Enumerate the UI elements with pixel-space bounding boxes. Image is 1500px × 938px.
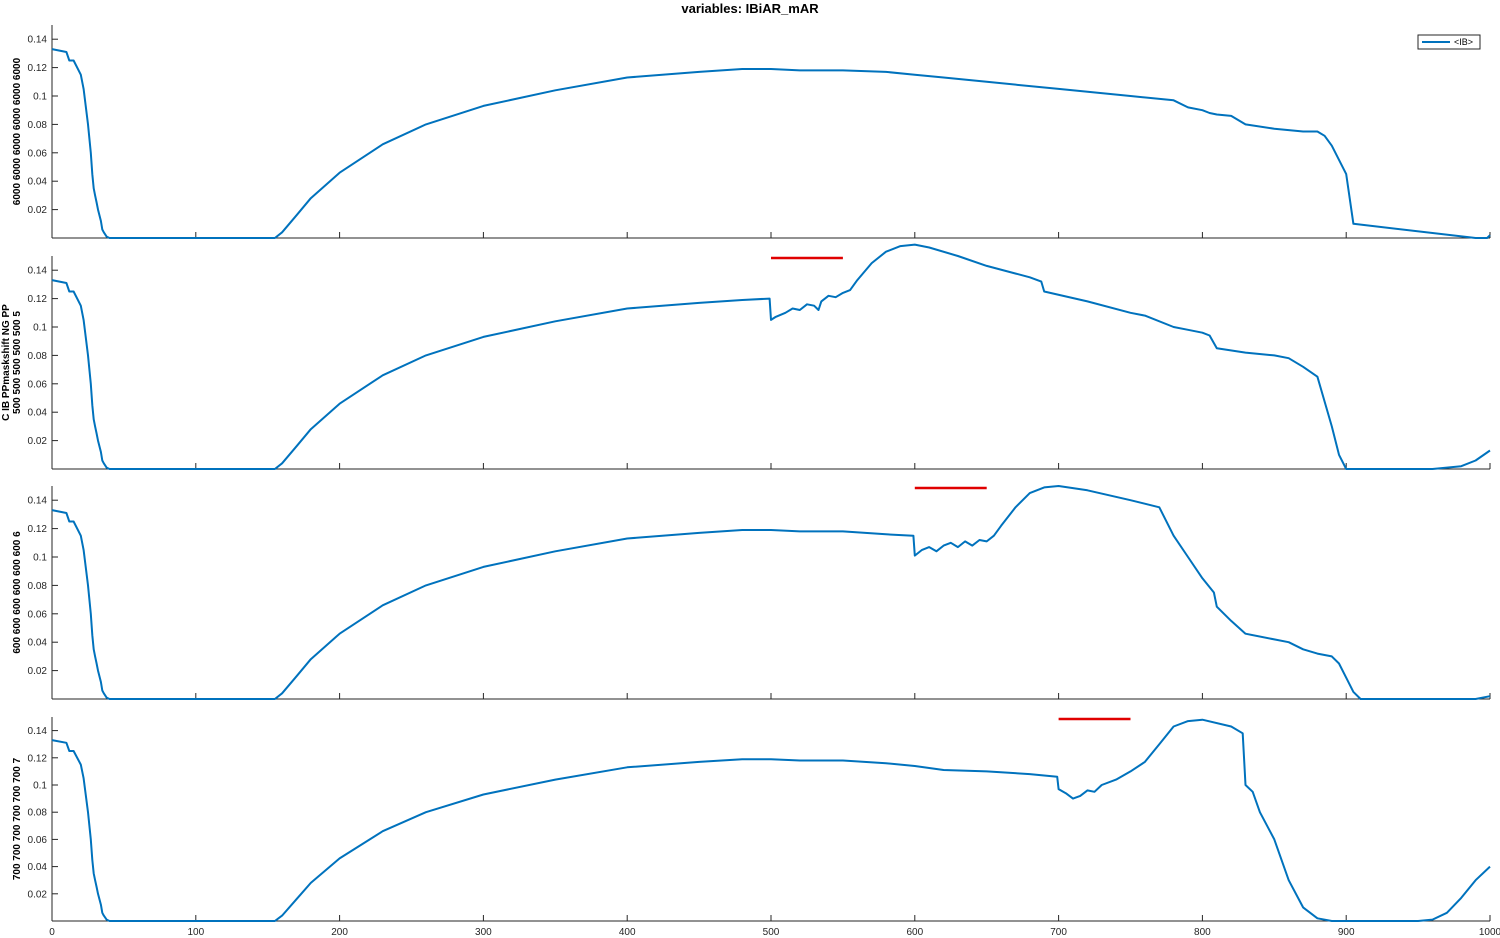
- y-tick-label: 0.08: [28, 808, 48, 819]
- y-axis-label: 700 700 700 700 700 700 7: [12, 757, 23, 880]
- x-tick-label: 700: [1050, 927, 1067, 938]
- x-tick-label: 0: [49, 927, 55, 938]
- y-tick-label: 0.04: [28, 638, 48, 649]
- y-tick-label: 0.06: [28, 148, 48, 159]
- figure-title: variables: IBiAR_mAR: [681, 1, 819, 16]
- y-tick-label: 0.12: [28, 753, 48, 764]
- y-tick-label: 0.06: [28, 835, 48, 846]
- subplot-1: 0.02 0.04 0.06 0.08 0.1 0.12 0.14 6000 6000 600…: [12, 25, 1491, 239]
- series-line: [51, 485, 1491, 700]
- y-tick-label: 0.14: [28, 726, 48, 737]
- y-tick-label: 0.14: [28, 266, 48, 277]
- y-axis-label: 500 500 500 500 500 5: [12, 311, 23, 414]
- y-tick-label: 0.14: [28, 35, 48, 46]
- y-tick-label: 0.1: [33, 553, 47, 564]
- y-tick-label: 0.14: [28, 496, 48, 507]
- x-tick-label: 800: [1194, 927, 1211, 938]
- y-tick-label: 0.12: [28, 63, 48, 74]
- y-tick-label: 0.04: [28, 862, 48, 873]
- y-tick-label: 0.12: [28, 524, 48, 535]
- y-axis-label: C IB PPmaskshift NG PP: [1, 304, 12, 421]
- x-tick-label: 300: [475, 927, 492, 938]
- series-line: [51, 243, 1491, 470]
- y-tick-label: 0.02: [28, 666, 48, 677]
- y-axis-label: 600 600 600 600 600 600 6: [12, 531, 23, 654]
- y-tick-label: 0.02: [28, 436, 48, 447]
- y-tick-label: 0.04: [28, 177, 48, 188]
- y-tick-label: 0.08: [28, 351, 48, 362]
- y-tick-label: 0.1: [33, 323, 47, 334]
- x-tick-label: 900: [1338, 927, 1355, 938]
- y-tick-label: 0.1: [33, 92, 47, 103]
- y-tick-label: 0.04: [28, 408, 48, 419]
- subplot-4: 0.02 0.04 0.06 0.08 0.1 0.12 0.14 0 100 200 300 400…: [12, 717, 1500, 938]
- x-tick-label: 100: [187, 927, 204, 938]
- series-line: [51, 48, 1491, 239]
- x-tick-label: 500: [763, 927, 780, 938]
- y-tick-label: 0.06: [28, 609, 48, 620]
- y-tick-label: 0.12: [28, 294, 48, 305]
- y-tick-label: 0.1: [33, 781, 47, 792]
- y-axis-label: 6000 6000 6000 6000 6000 6000: [12, 57, 23, 205]
- x-tick-label: 200: [331, 927, 348, 938]
- subplot-3: 0.02 0.04 0.06 0.08 0.1 0.12 0.14 600 600 600 6…: [12, 485, 1491, 700]
- legend-label: <IB>: [1454, 37, 1473, 47]
- series-line: [51, 718, 1491, 922]
- y-tick-label: 0.06: [28, 379, 48, 390]
- subplot-2: 0.02 0.04 0.06 0.08 0.1 0.12 0.14 C IB PPmasksh…: [1, 243, 1491, 470]
- x-tick-label: 1000: [1479, 927, 1500, 938]
- x-tick-label: 600: [906, 927, 923, 938]
- y-tick-label: 0.08: [28, 120, 48, 131]
- y-tick-label: 0.08: [28, 581, 48, 592]
- x-tick-label: 400: [619, 927, 636, 938]
- y-tick-label: 0.02: [28, 205, 48, 216]
- y-tick-label: 0.02: [28, 889, 48, 900]
